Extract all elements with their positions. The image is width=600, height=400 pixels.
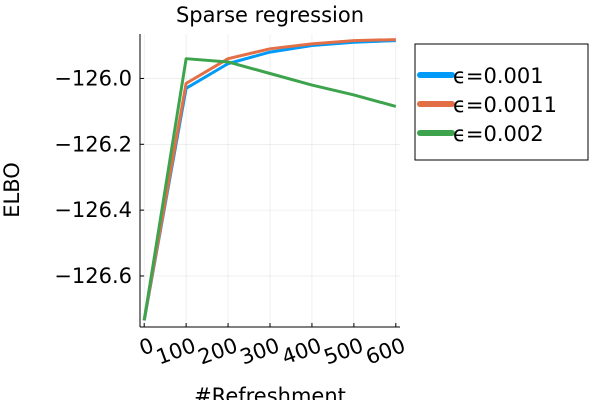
x-tick-label: 600 bbox=[363, 333, 409, 369]
y-tick-label: −126.0 bbox=[54, 66, 132, 90]
x-tick-label: 200 bbox=[195, 333, 241, 369]
y-tick-label: −126.6 bbox=[54, 264, 132, 288]
x-tick-label: 100 bbox=[153, 333, 199, 369]
x-tick-label: 400 bbox=[279, 333, 325, 369]
legend-label-3: ϵ=0.002 bbox=[453, 122, 544, 146]
y-tick-label: −126.4 bbox=[54, 198, 132, 222]
x-axis-label: #Refreshment bbox=[194, 384, 346, 400]
legend-label-2: ϵ=0.0011 bbox=[453, 93, 557, 117]
y-axis-label: ELBO bbox=[0, 162, 24, 218]
legend: ϵ=0.001 ϵ=0.0011 ϵ=0.002 bbox=[414, 43, 589, 161]
series-line-2 bbox=[142, 38, 396, 321]
tick-labels: 0100200300400500600−126.6−126.4−126.2−12… bbox=[54, 66, 408, 369]
series-lines bbox=[142, 38, 397, 321]
y-tick-label: −126.2 bbox=[54, 132, 132, 156]
grid bbox=[140, 34, 400, 327]
axes bbox=[139, 34, 400, 328]
x-tick-label: 500 bbox=[321, 333, 367, 369]
chart-title: Sparse regression bbox=[176, 3, 364, 27]
x-tick-label: 300 bbox=[237, 333, 283, 369]
series-line-3 bbox=[142, 57, 397, 321]
legend-label-1: ϵ=0.001 bbox=[453, 64, 544, 88]
